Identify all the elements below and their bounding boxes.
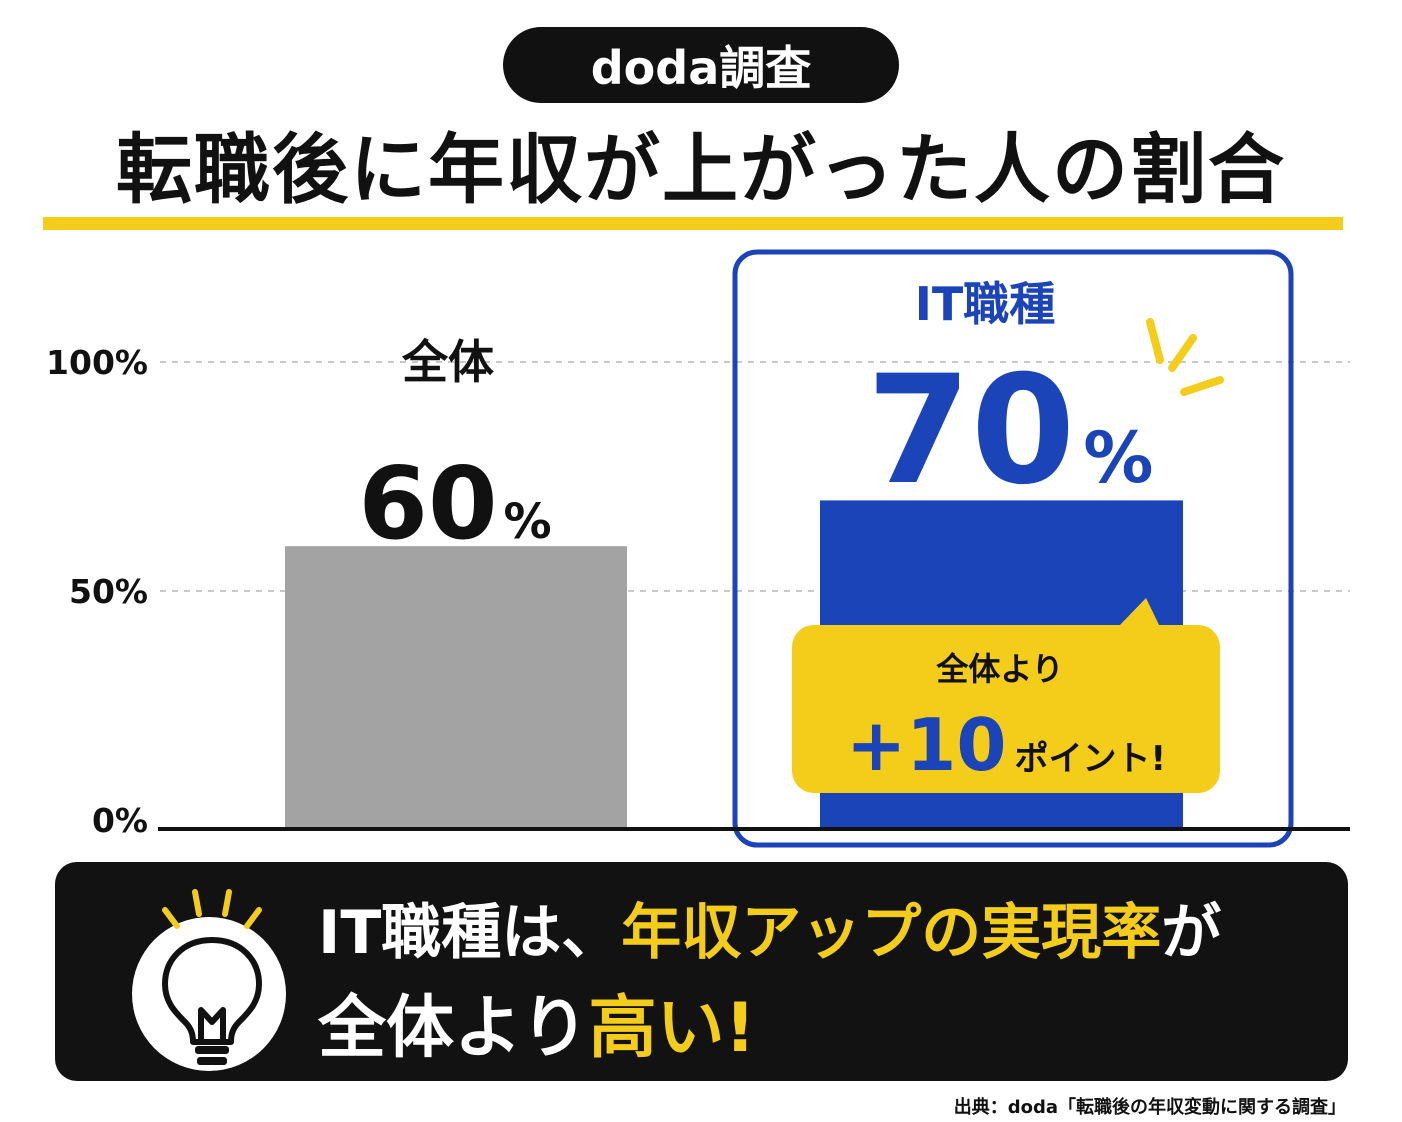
title-underline	[43, 217, 1343, 230]
y-tick-label: 0%	[92, 801, 148, 840]
source-citation: 出典：doda「転職後の年収変動に関する調査」	[953, 1097, 1346, 1118]
survey-badge: doda調査	[503, 27, 899, 103]
sparkle-icon	[1146, 318, 1224, 396]
category-label-overall: 全体	[401, 335, 494, 389]
bar-overall	[285, 546, 627, 829]
data-label-overall: 60%	[358, 445, 551, 562]
summary-text: 全体より	[318, 989, 589, 1068]
data-label-value: 70	[867, 344, 1076, 518]
survey-badge-label: doda調査	[590, 41, 812, 95]
category-label-it: IT職種	[915, 277, 1056, 331]
bar-chart: 100% 50% 0% 全体 60% IT職種 70% 全体より +10 ポイント…	[46, 249, 1350, 848]
callout-bubble: 全体より +10 ポイント!	[792, 598, 1220, 793]
summary-banner: IT職種は、年収アップの実現率が 全体より高い!	[55, 862, 1348, 1081]
callout-suffix: ポイント!	[1015, 739, 1167, 779]
callout-value-line: +10 ポイント!	[846, 703, 1166, 787]
data-label-unit: %	[1083, 417, 1153, 499]
summary-text: IT職種は、	[318, 898, 622, 968]
callout-value: +10	[846, 703, 1007, 787]
summary-highlight: 高い!	[588, 989, 756, 1068]
summary-highlight: 年収アップの実現率	[621, 898, 1162, 968]
callout-line1: 全体より	[935, 650, 1063, 688]
data-label-unit: %	[504, 494, 552, 550]
data-label-it: 70%	[867, 344, 1154, 518]
lightbulb-icon	[162, 889, 262, 1065]
summary-text: が	[1161, 898, 1222, 968]
y-tick-label: 100%	[46, 343, 148, 382]
page-title: 転職後に年収が上がった人の割合	[116, 125, 1286, 214]
data-label-value: 60	[358, 445, 497, 562]
summary-line-2: 全体より高い!	[318, 972, 756, 1071]
highlight-frame	[732, 249, 1294, 848]
summary-line-1: IT職種は、年収アップの実現率が	[318, 884, 1221, 971]
y-tick-label: 50%	[69, 572, 148, 611]
